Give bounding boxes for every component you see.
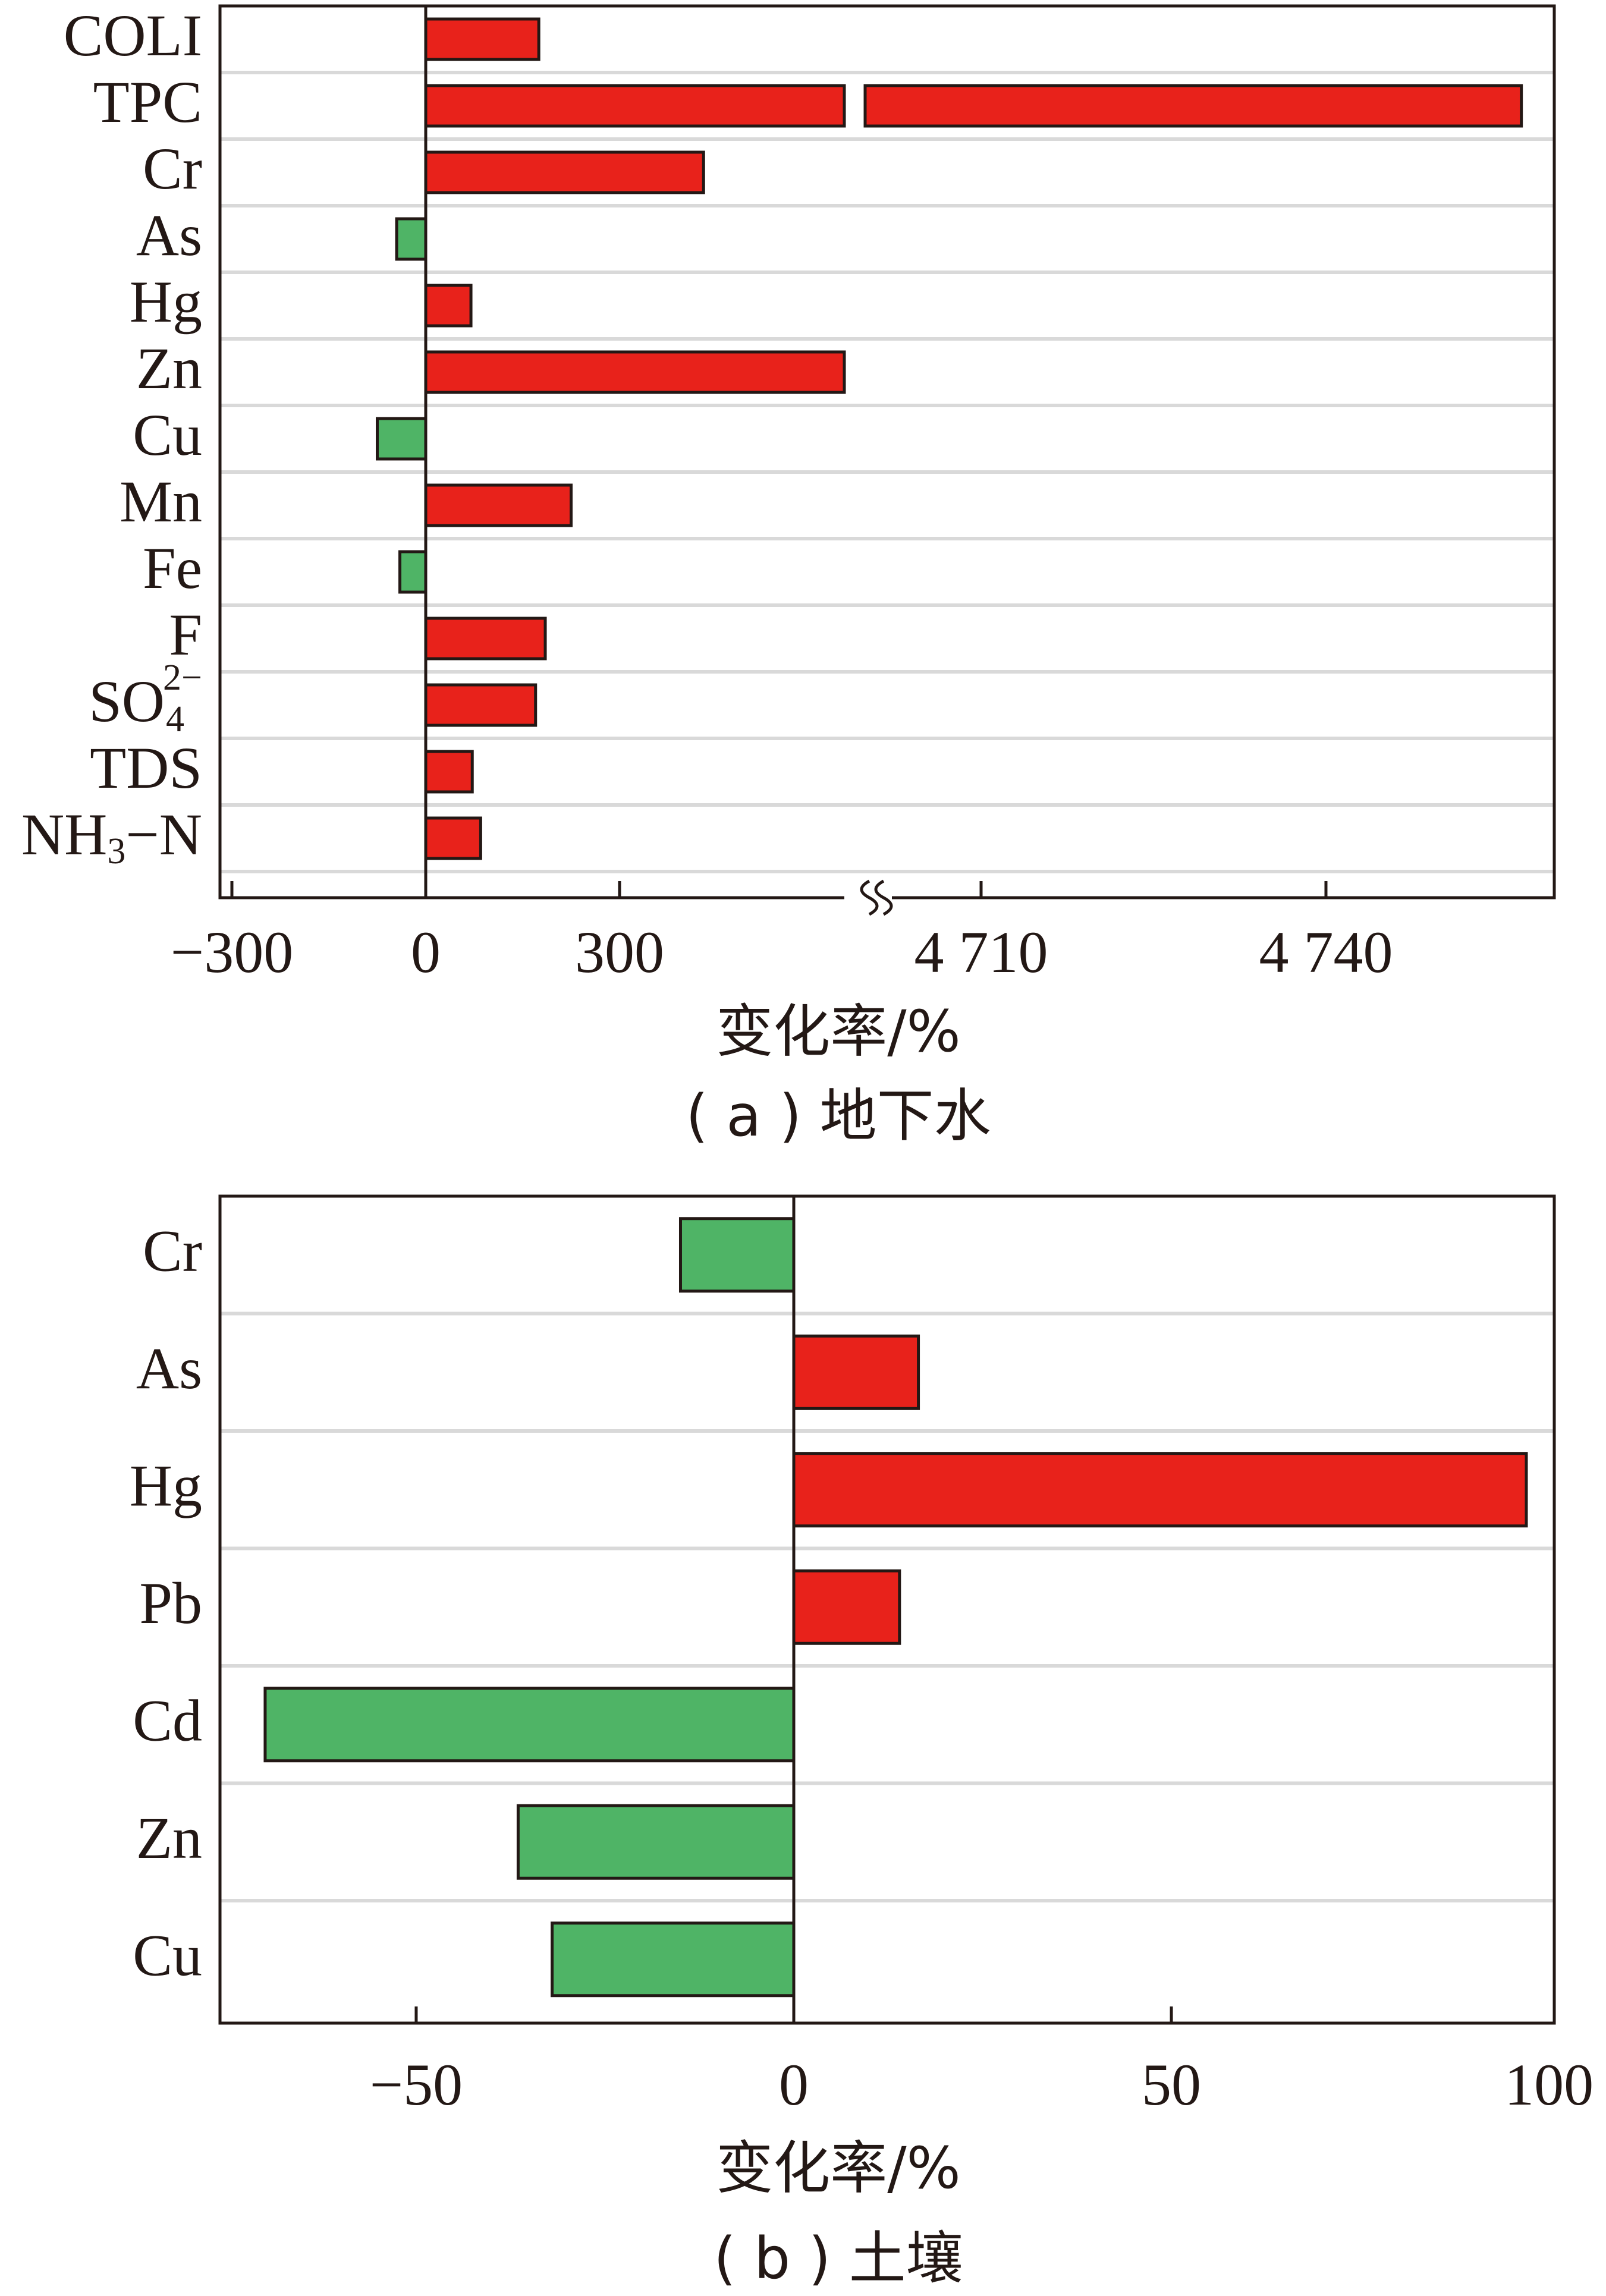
bar-hg bbox=[792, 1452, 1528, 1528]
bar-cd bbox=[263, 1687, 796, 1763]
bar-cu bbox=[551, 1921, 796, 1998]
x-tick-label: 0 bbox=[779, 2052, 809, 2118]
bar-mn bbox=[424, 483, 573, 527]
category-label: As bbox=[136, 1335, 202, 1401]
category-label: Cr bbox=[143, 1218, 202, 1284]
category-label: Cu bbox=[133, 1923, 202, 1989]
category-label: COLI bbox=[64, 2, 202, 68]
category-label: As bbox=[136, 202, 202, 268]
x-tick-label: 4 740 bbox=[1259, 919, 1393, 985]
category-label: SO42− bbox=[89, 658, 202, 740]
x-tick-label: −300 bbox=[171, 919, 293, 985]
category-label: Cd bbox=[133, 1688, 202, 1754]
chart-b-x-axis-label: 变化率/% bbox=[716, 2135, 961, 2201]
chart-b-caption: ( b ) 土壤 bbox=[714, 2225, 963, 2292]
category-label: Fe bbox=[143, 535, 202, 601]
chart-a-x-axis-label: 变化率/% bbox=[716, 998, 961, 1065]
bar-tpc-segment-1 bbox=[424, 84, 846, 128]
category-label: F bbox=[169, 602, 202, 668]
category-label: Cr bbox=[143, 136, 202, 202]
axis-break-marker bbox=[844, 879, 893, 916]
category-label: Cu bbox=[133, 402, 202, 468]
x-tick-label: −50 bbox=[370, 2052, 463, 2118]
x-tick-label: 300 bbox=[575, 919, 664, 985]
category-label: Zn bbox=[136, 1805, 202, 1871]
x-tick-label: 100 bbox=[1504, 2052, 1594, 2118]
bar-cr bbox=[678, 1217, 796, 1293]
x-tick-label: 0 bbox=[411, 919, 441, 985]
chart-a-caption: ( a ) 地下水 bbox=[686, 1083, 991, 1149]
x-tick-label: 4 710 bbox=[914, 919, 1048, 985]
category-label: Hg bbox=[130, 1453, 202, 1519]
category-label: TPC bbox=[93, 69, 202, 135]
bar-zn-segment-1 bbox=[424, 350, 846, 394]
bar-tpc-segment-2 bbox=[863, 84, 1523, 128]
category-label: Zn bbox=[136, 335, 202, 401]
category-label: TDS bbox=[90, 735, 202, 801]
bar-f bbox=[424, 617, 547, 661]
chart-b: Cr As Hg Pb Cd Zn Cu −50 0 50 100 变化率/% ( b ) 土壤 bbox=[130, 1194, 1594, 2292]
x-tick-label: 50 bbox=[1142, 2052, 1201, 2118]
bar-as bbox=[395, 217, 428, 261]
bar-pb bbox=[792, 1569, 901, 1645]
category-label: Hg bbox=[130, 269, 202, 335]
bar-tds bbox=[424, 750, 474, 794]
category-label: Mn bbox=[120, 468, 202, 534]
category-label: NH3−N bbox=[21, 801, 202, 872]
bar-as bbox=[792, 1334, 920, 1410]
bar-zn bbox=[516, 1804, 796, 1880]
bar-fe bbox=[398, 550, 428, 594]
bar-so42− bbox=[424, 683, 538, 727]
bar-nh3−n bbox=[424, 816, 482, 860]
bar-cu bbox=[376, 417, 428, 461]
bar-coli bbox=[424, 17, 540, 61]
bar-cr bbox=[424, 150, 705, 194]
category-label: Pb bbox=[139, 1570, 202, 1636]
bar-hg bbox=[424, 284, 473, 328]
chart-b-frame bbox=[218, 1194, 1556, 2025]
